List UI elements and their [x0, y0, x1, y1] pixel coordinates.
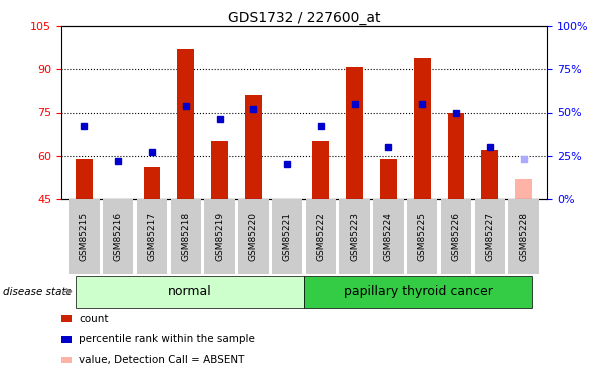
Text: percentile rank within the sample: percentile rank within the sample — [79, 334, 255, 344]
Text: value, Detection Call = ABSENT: value, Detection Call = ABSENT — [79, 355, 244, 365]
Bar — [76, 159, 93, 199]
Text: GSM85217: GSM85217 — [148, 211, 156, 261]
Bar — [313, 141, 330, 199]
Text: GSM85215: GSM85215 — [80, 211, 89, 261]
Text: GSM85220: GSM85220 — [249, 212, 258, 261]
Text: papillary thyroid cancer: papillary thyroid cancer — [344, 285, 492, 298]
Title: GDS1732 / 227600_at: GDS1732 / 227600_at — [228, 11, 380, 25]
Text: GSM85216: GSM85216 — [114, 211, 123, 261]
Bar — [346, 66, 363, 199]
Text: disease state: disease state — [3, 286, 72, 297]
Bar — [143, 167, 161, 199]
Bar — [245, 95, 262, 199]
Bar — [515, 178, 532, 199]
Bar — [380, 159, 397, 199]
Text: GSM85222: GSM85222 — [316, 212, 325, 261]
Bar — [414, 58, 430, 199]
Text: GSM85223: GSM85223 — [350, 212, 359, 261]
Bar — [178, 49, 194, 199]
Text: GSM85227: GSM85227 — [485, 212, 494, 261]
Text: GSM85225: GSM85225 — [418, 212, 427, 261]
Bar — [447, 112, 465, 199]
Text: GSM85221: GSM85221 — [283, 212, 292, 261]
Bar — [211, 141, 228, 199]
Text: GSM85219: GSM85219 — [215, 211, 224, 261]
Text: count: count — [79, 314, 109, 324]
Text: GSM85226: GSM85226 — [452, 212, 460, 261]
Text: GSM85218: GSM85218 — [181, 211, 190, 261]
Text: normal: normal — [168, 285, 212, 298]
Text: GSM85224: GSM85224 — [384, 212, 393, 261]
Text: GSM85228: GSM85228 — [519, 212, 528, 261]
Bar — [482, 150, 498, 199]
